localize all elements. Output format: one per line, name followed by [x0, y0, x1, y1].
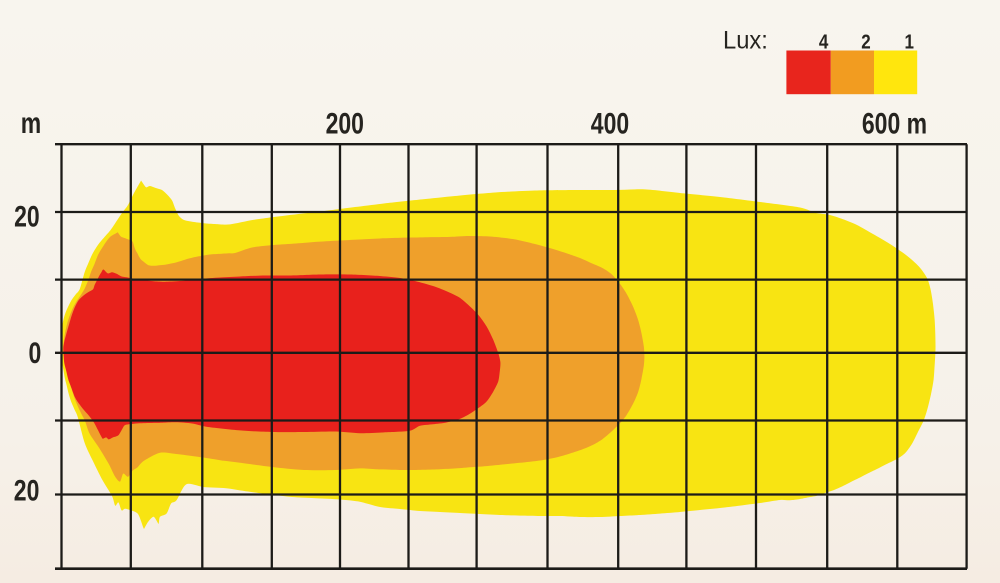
svg-text:2: 2 [861, 30, 870, 53]
svg-text:20: 20 [14, 474, 40, 507]
svg-text:200: 200 [326, 107, 364, 140]
svg-text:1: 1 [905, 30, 914, 53]
svg-text:20: 20 [14, 200, 40, 233]
svg-text:400: 400 [591, 107, 629, 140]
svg-text:Lux:: Lux: [723, 27, 768, 55]
svg-text:m: m [21, 106, 41, 139]
svg-text:4: 4 [819, 30, 829, 53]
svg-text:600 m: 600 m [862, 107, 927, 140]
svg-text:0: 0 [28, 336, 41, 369]
